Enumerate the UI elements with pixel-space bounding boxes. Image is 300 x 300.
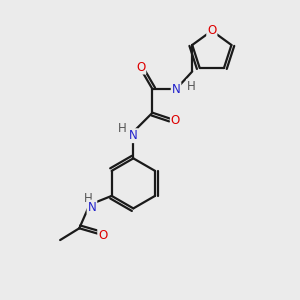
Text: O: O (98, 229, 107, 242)
Text: H: H (118, 122, 127, 134)
Text: H: H (84, 192, 92, 205)
Text: H: H (187, 80, 196, 93)
Text: O: O (171, 114, 180, 127)
Text: O: O (136, 61, 145, 74)
Text: O: O (207, 24, 217, 37)
Text: N: N (129, 129, 138, 142)
Text: N: N (172, 83, 180, 96)
Text: N: N (88, 201, 96, 214)
